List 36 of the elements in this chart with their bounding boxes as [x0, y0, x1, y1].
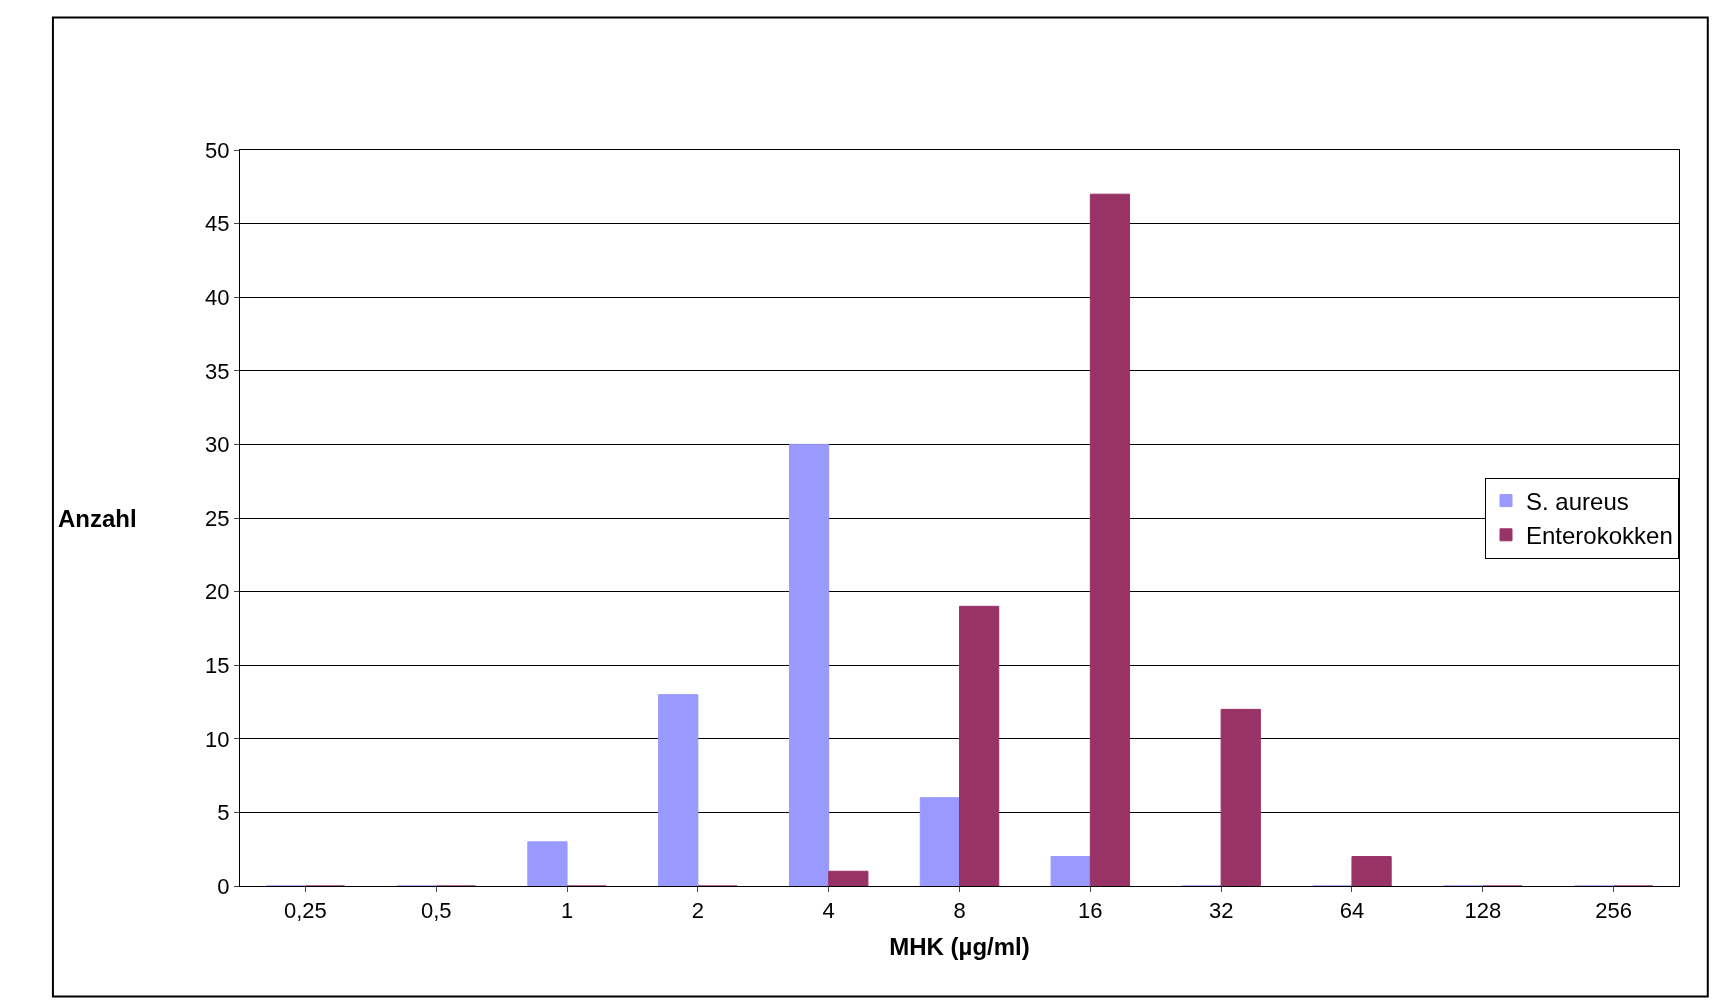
bar [828, 870, 869, 886]
bar [527, 841, 568, 886]
bar [1089, 193, 1131, 886]
y-tick-label: 45 [205, 211, 230, 237]
y-tick-label: 5 [217, 800, 230, 826]
x-axis-title: MHK (µg/ml) [889, 932, 1030, 960]
y-tick-label: 25 [205, 505, 230, 531]
bar [1351, 856, 1392, 886]
x-tick-label: 1 [560, 898, 574, 924]
y-tick-label: 0 [217, 873, 230, 899]
bar [959, 605, 1000, 886]
y-tick-label: 20 [205, 579, 230, 605]
x-tick-label: 16 [1078, 898, 1103, 924]
x-tick-label: 0,5 [420, 898, 452, 924]
bar [788, 443, 830, 886]
y-tick-label: 40 [205, 284, 230, 310]
y-axis-title: Anzahl [58, 505, 137, 532]
bar [1220, 708, 1261, 886]
y-tick-label: 35 [205, 358, 230, 384]
x-tick-label: 8 [953, 898, 966, 924]
bar [658, 694, 699, 886]
y-tick-label: 15 [205, 652, 230, 678]
x-tick-label: 4 [822, 898, 835, 924]
bar [919, 797, 960, 886]
legend-label: Enterokokken [1526, 522, 1673, 550]
x-tick-label: 32 [1208, 898, 1234, 924]
x-tick-label: 128 [1464, 898, 1502, 924]
x-tick-label: 2 [691, 898, 704, 924]
legend-label: S. aureus [1526, 487, 1629, 515]
x-tick-label: 64 [1339, 898, 1365, 924]
x-tick-label: 0,25 [284, 898, 327, 924]
y-tick-label: 10 [205, 726, 230, 752]
x-tick-label: 256 [1595, 898, 1632, 924]
bar [1050, 856, 1091, 886]
y-tick-label: 30 [205, 432, 230, 458]
y-tick-label: 50 [205, 137, 230, 163]
